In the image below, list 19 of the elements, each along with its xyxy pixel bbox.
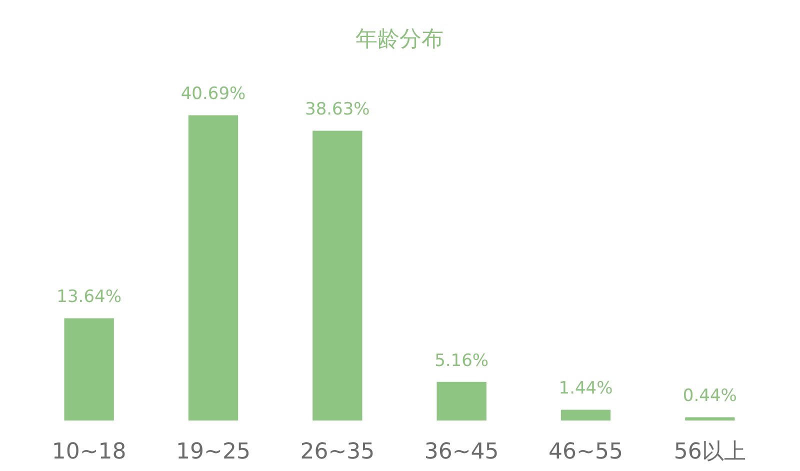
- bar: [188, 115, 238, 421]
- bar: [560, 410, 611, 421]
- bar: [685, 417, 735, 421]
- data-label: 38.63%: [305, 100, 370, 120]
- data-label: 1.44%: [558, 378, 613, 399]
- data-label: 0.44%: [682, 386, 737, 406]
- x-tick-label: 56以上: [674, 440, 746, 465]
- data-label: 13.64%: [56, 287, 122, 308]
- data-label: 5.16%: [434, 350, 489, 371]
- x-tick-label: 19~25: [176, 440, 250, 465]
- bar: [64, 318, 114, 421]
- x-tick-label: 10~18: [52, 440, 126, 465]
- bar: [312, 130, 362, 421]
- data-label: 40.69%: [180, 84, 246, 104]
- x-tick-label: 46~55: [548, 440, 623, 465]
- bar: [436, 382, 486, 421]
- x-tick-label: 36~45: [424, 440, 499, 465]
- x-tick-label: 26~35: [300, 440, 375, 465]
- chart-title: 年龄分布: [356, 26, 444, 52]
